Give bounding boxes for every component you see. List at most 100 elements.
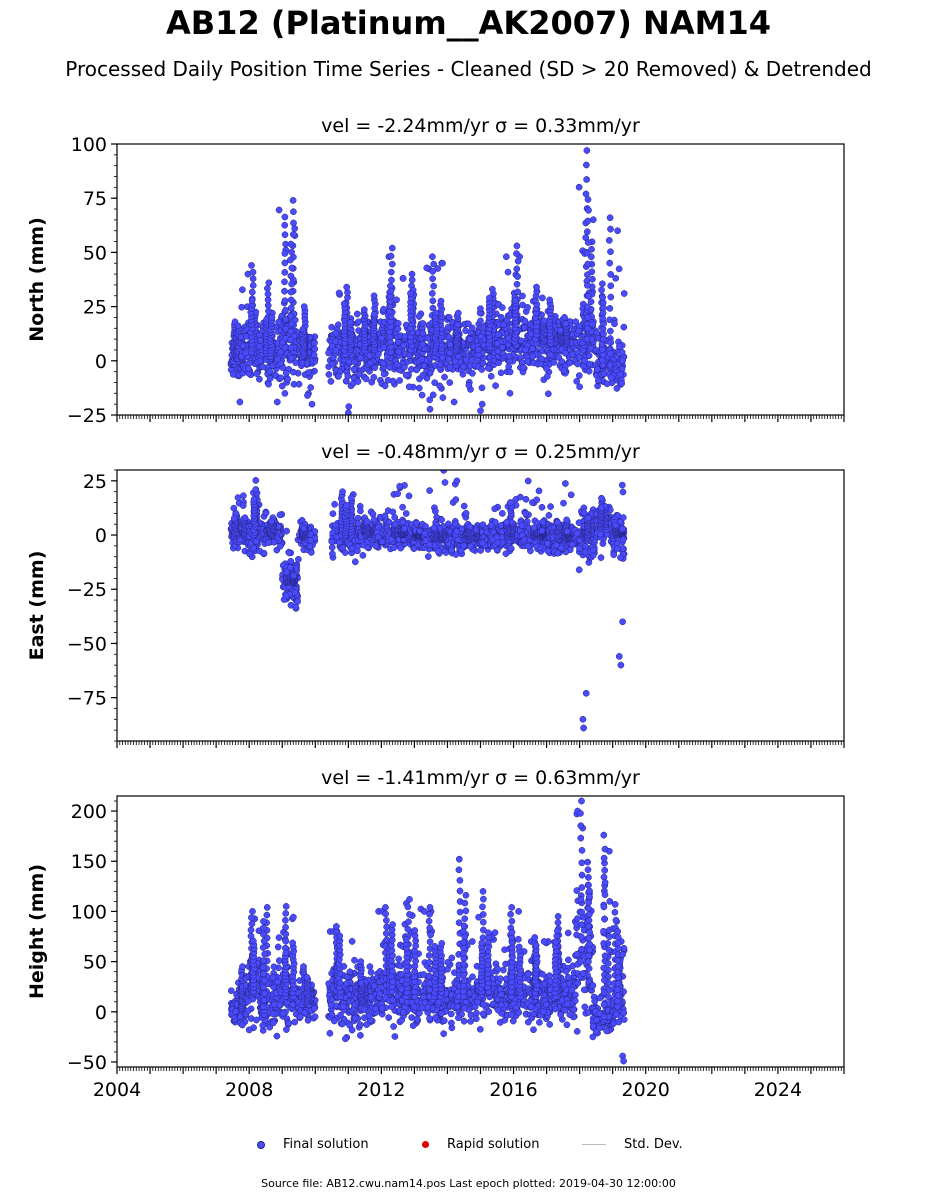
data-point xyxy=(282,306,289,314)
data-point xyxy=(249,282,257,289)
data-point xyxy=(387,252,395,260)
data-point xyxy=(575,327,583,335)
data-point xyxy=(287,328,295,336)
data-point xyxy=(558,358,566,365)
data-point xyxy=(524,304,531,311)
data-point xyxy=(450,398,458,406)
data-point xyxy=(264,302,272,309)
data-point xyxy=(380,305,387,313)
data-point xyxy=(256,336,264,344)
data-point xyxy=(429,268,437,275)
data-point xyxy=(287,344,295,352)
data-point xyxy=(426,396,434,404)
data-point xyxy=(277,348,285,356)
data-point xyxy=(505,334,512,342)
data-point xyxy=(298,359,306,367)
data-point xyxy=(430,282,437,290)
data-point xyxy=(519,364,527,371)
y-tick-label: 0 xyxy=(95,351,107,373)
data-point xyxy=(589,320,596,328)
data-point xyxy=(335,372,342,380)
data-point xyxy=(346,318,354,326)
panel-1: −25 0 25 50 75 100 vel = -2.24mm/yr σ = 0.33mm… xyxy=(26,115,845,427)
data-point xyxy=(445,314,453,321)
data-point xyxy=(420,362,428,370)
data-point xyxy=(497,369,505,377)
data-point xyxy=(401,333,409,340)
data-point xyxy=(386,364,394,371)
data-point xyxy=(546,351,554,359)
data-point xyxy=(429,253,436,261)
data-point xyxy=(273,398,281,406)
data-point xyxy=(607,327,614,335)
data-point xyxy=(573,377,581,385)
data-point xyxy=(524,358,531,365)
data-point xyxy=(522,346,529,354)
data-point xyxy=(260,549,268,557)
data-point xyxy=(514,257,522,265)
data-point xyxy=(407,290,414,297)
data-point xyxy=(287,288,295,296)
data-point xyxy=(478,384,486,392)
data-point xyxy=(281,250,289,257)
data-point xyxy=(287,304,295,312)
data-point xyxy=(265,539,272,546)
data-point xyxy=(446,379,454,386)
data-point xyxy=(264,285,271,292)
data-point xyxy=(415,384,423,392)
data-point xyxy=(311,345,319,353)
data-point xyxy=(607,339,615,346)
data-point xyxy=(332,329,340,337)
data-point xyxy=(512,296,519,304)
data-point xyxy=(500,321,508,329)
data-point xyxy=(566,359,574,367)
data-point xyxy=(394,325,402,333)
data-point xyxy=(583,228,591,236)
data-point xyxy=(586,360,593,368)
data-point xyxy=(246,550,253,558)
data-point xyxy=(288,248,295,256)
data-point xyxy=(401,363,408,371)
data-point xyxy=(345,403,353,410)
data-point xyxy=(598,286,605,294)
data-point xyxy=(325,349,332,357)
data-point xyxy=(388,260,396,268)
data-point xyxy=(575,354,583,361)
data-point xyxy=(370,310,378,318)
data-point xyxy=(429,297,437,305)
data-point xyxy=(344,372,352,380)
data-point xyxy=(234,322,242,330)
data-point xyxy=(265,307,272,315)
data-point xyxy=(583,147,591,154)
y-tick-label: 100 xyxy=(71,134,107,156)
data-point xyxy=(229,371,237,378)
data-point xyxy=(294,598,301,605)
data-point xyxy=(281,221,289,229)
data-point xyxy=(259,363,266,371)
data-point xyxy=(276,511,284,519)
data-point xyxy=(445,356,453,363)
data-point xyxy=(255,343,263,350)
data-point xyxy=(497,313,505,321)
data-point xyxy=(379,360,387,367)
data-point xyxy=(550,359,558,366)
data-point xyxy=(262,509,270,517)
data-point xyxy=(291,225,299,232)
data-point xyxy=(583,335,591,343)
data-point xyxy=(505,363,513,371)
data-point xyxy=(287,336,295,344)
data-point xyxy=(281,297,289,305)
data-point xyxy=(436,361,444,369)
data-point xyxy=(487,372,495,380)
data-point xyxy=(400,342,407,349)
data-point xyxy=(284,375,292,383)
axes-frame xyxy=(116,143,845,416)
data-point xyxy=(310,351,318,359)
data-point xyxy=(340,300,348,308)
data-point xyxy=(366,359,374,367)
data-point xyxy=(239,342,247,350)
data-point xyxy=(575,372,583,379)
data-point xyxy=(478,400,486,408)
data-point xyxy=(465,320,472,328)
